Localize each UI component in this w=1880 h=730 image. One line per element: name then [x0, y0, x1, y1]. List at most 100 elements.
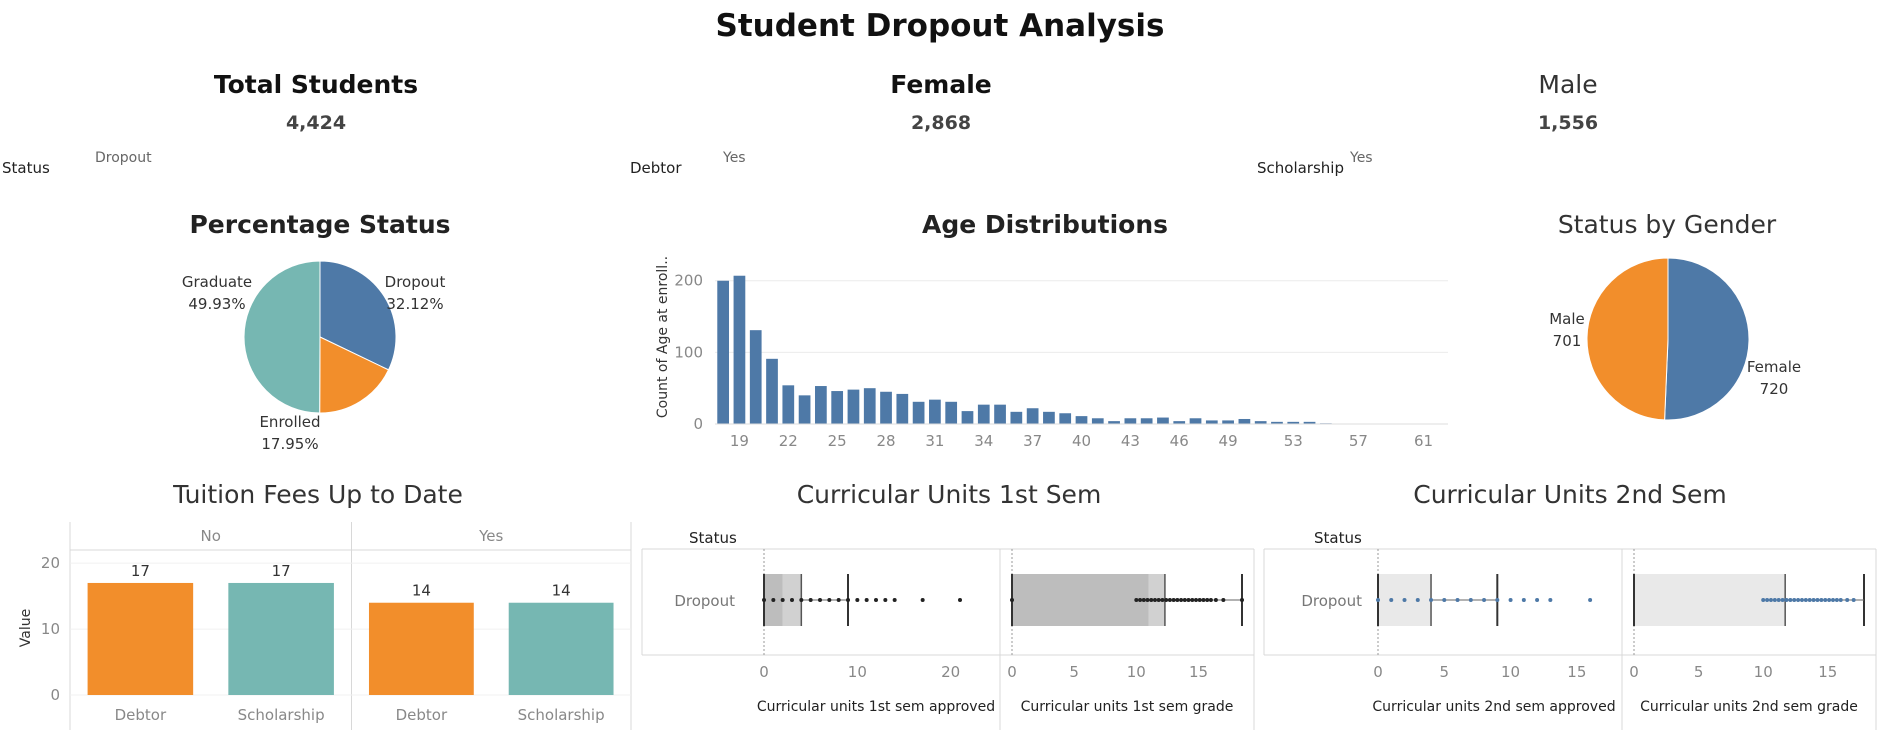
age-axes: 0 100 200 19 22 25 28 31 34 37 40 43 46 49 53 57 61 [674, 272, 1448, 450]
units-1st-point [883, 598, 888, 602]
units-2nd-point [1788, 598, 1793, 602]
units-2nd-point [1482, 598, 1487, 602]
filter-status-value[interactable]: Dropout [95, 150, 152, 166]
units-1st-point [762, 598, 766, 602]
dashboard-title: Student Dropout Analysis [715, 8, 1165, 44]
units-1st-x-tick: 10 [1127, 663, 1146, 681]
age-x-tick: 34 [974, 432, 993, 450]
units-2nd-point [1792, 598, 1797, 602]
age-bar [863, 388, 876, 424]
kpi-male-value: 1,556 [1537, 112, 1599, 134]
age-bar [733, 275, 746, 424]
units-2nd-x-tick: 5 [1694, 663, 1704, 681]
units-1st-point [836, 598, 841, 602]
units-2nd-point [1389, 598, 1394, 602]
units-2nd-point [1548, 598, 1553, 602]
units-2nd-point [1429, 598, 1434, 602]
gender-slices [1586, 257, 1750, 421]
filter-debtor-value[interactable]: Yes [723, 150, 746, 166]
units-1st-x-axis-label: Curricular units 1st sem approved [757, 699, 995, 715]
age-bar [961, 411, 974, 424]
tuition-data-label: 17 [272, 562, 291, 580]
age-bar [1075, 416, 1088, 424]
units-2nd-panels: 0 5 10 15 Curricular units 2nd sem approved 0… [1263, 548, 1877, 730]
units-2nd-point [1508, 598, 1513, 602]
kpi-female-title: Female [890, 70, 992, 99]
units-1st-point [1156, 598, 1161, 602]
units-2nd-point [1588, 598, 1593, 602]
units-1st-point [827, 598, 832, 602]
units-1st-x-tick: 0 [1007, 663, 1017, 681]
age-bars [717, 275, 1332, 424]
tuition-y-axis-label: Value [18, 609, 34, 647]
units-2nd-point [1780, 598, 1785, 602]
status-slice-dropout [319, 260, 397, 371]
age-x-tick: 43 [1121, 432, 1140, 450]
age-bar [945, 401, 958, 424]
units-1st-point [790, 598, 794, 602]
units-1st-point [846, 598, 850, 602]
units-2nd-point [1442, 598, 1447, 602]
age-bar [831, 391, 844, 424]
units-1st-x-axis-label: Curricular units 1st sem grade [1021, 699, 1234, 715]
units-1st-row-header: Status [689, 529, 737, 547]
units-2nd-point [1815, 598, 1820, 602]
units-2nd-point [1376, 598, 1380, 602]
units-2nd-x-axis-label: Curricular units 2nd sem grade [1640, 699, 1858, 715]
status-value-enrolled: 17.95% [261, 435, 318, 453]
units-2nd-box-upper [1634, 574, 1786, 626]
tuition-group-header: No [201, 527, 221, 545]
units-2nd-point [1819, 598, 1824, 602]
age-bar [749, 330, 762, 424]
units-1st-point [1160, 598, 1165, 602]
age-x-tick: 25 [828, 432, 847, 450]
age-x-tick: 57 [1349, 432, 1368, 450]
units-1st-point [1175, 598, 1180, 602]
kpi-male-title: Male [1538, 70, 1598, 99]
units-1st-point [892, 598, 897, 602]
tuition-category-label: Debtor [115, 706, 167, 724]
status-slice-graduate [243, 260, 321, 414]
status-label-dropout: Dropout [385, 273, 446, 291]
kpi-total-value: 4,424 [285, 112, 347, 134]
units-1st-point [1194, 598, 1198, 602]
kpi-total-title: Total Students [213, 70, 419, 99]
tuition-data-label: 17 [131, 562, 150, 580]
units-1st-point [1190, 598, 1195, 602]
tuition-data-label: 14 [552, 582, 571, 600]
units-1st-point [1197, 598, 1202, 602]
units-2nd-x-tick: 5 [1440, 663, 1450, 681]
units-1st-row-label: Dropout [674, 592, 735, 610]
gender-value-female: 720 [1760, 380, 1789, 398]
gender-slice-female [1664, 257, 1750, 421]
tuition-bar-scholarship [228, 582, 334, 695]
units-1st-point [1179, 598, 1184, 602]
units-1st-sem-chart: Status Dropout 0 10 20 Curricular units 1st… [641, 529, 1255, 730]
age-distributions-title: Age Distributions [921, 210, 1169, 239]
units-1st-x-tick: 10 [848, 663, 867, 681]
filter-scholarship-value[interactable]: Yes [1350, 150, 1373, 166]
units-1st-point [1145, 598, 1150, 602]
units-2nd-point [1830, 598, 1835, 602]
age-x-tick: 19 [730, 432, 749, 450]
units-2nd-point [1834, 598, 1839, 602]
units-1st-point [799, 598, 804, 602]
gender-slice-male [1586, 257, 1669, 421]
age-bar [1287, 421, 1300, 424]
units-2nd-point [1784, 598, 1789, 602]
kpi-female-value: 2,868 [910, 112, 972, 134]
units-1st-x-tick: 5 [1069, 663, 1079, 681]
age-y-tick: 0 [693, 415, 703, 433]
units-1st-point [1201, 598, 1206, 602]
units-2nd-x-tick: 15 [1567, 663, 1586, 681]
units-2nd-sem-title: Curricular Units 2nd Sem [1413, 480, 1727, 509]
percentage-status-title: Percentage Status [189, 210, 451, 239]
filter-debtor-label: Debtor [630, 159, 682, 177]
units-2nd-point [1845, 598, 1850, 602]
units-1st-point [1010, 598, 1014, 602]
age-bar [1026, 408, 1039, 424]
age-bar [1173, 421, 1186, 424]
age-bar [1124, 418, 1137, 424]
age-bar [798, 395, 811, 424]
age-x-tick: 31 [925, 432, 944, 450]
